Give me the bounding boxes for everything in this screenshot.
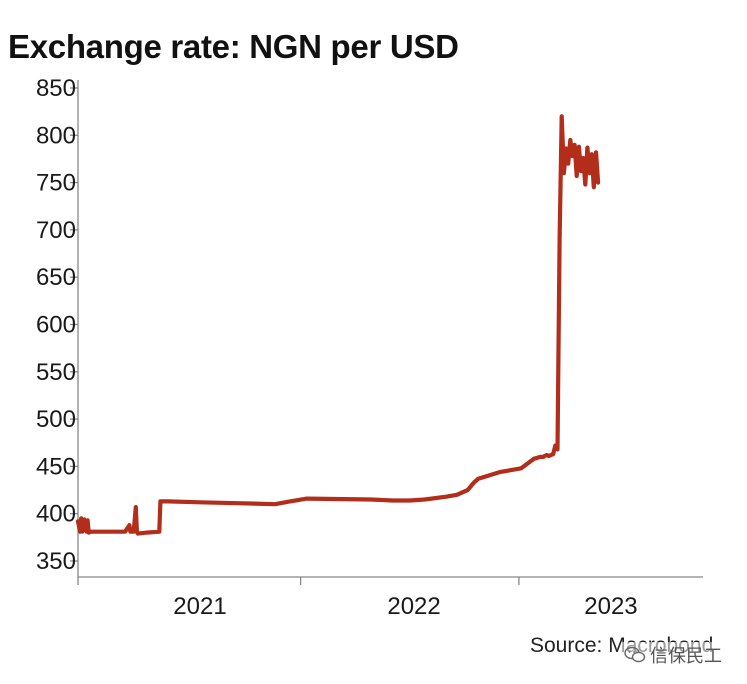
y-axis: 350 400 450 500 550 600 650 700 750 800 850 [36,75,79,577]
y-tick-label: 400 [36,501,76,528]
y-tick-label: 600 [36,312,76,339]
x-tick-label: 2023 [584,593,637,620]
y-tick-label: 650 [36,264,76,291]
y-tick-label: 800 [36,122,76,149]
x-axis: 2021 2022 2023 [77,576,703,620]
series-layer [75,114,601,536]
watermark-text: 信保民工 [650,646,722,666]
y-tick-label: 750 [36,170,76,197]
x-tick-label: 2022 [387,593,440,620]
y-tick-label: 450 [36,453,76,480]
y-tick-label: 700 [36,217,76,244]
y-tick-label: 500 [36,406,76,433]
watermark: 信保民工 [622,642,724,668]
series-line [75,114,601,536]
x-tick-label: 2021 [173,593,226,620]
chart-title: Exchange rate: NGN per USD [8,28,459,65]
y-tick-label: 350 [36,548,76,575]
y-tick-label: 850 [36,75,76,102]
wechat-icon [624,646,646,663]
y-tick-label: 550 [36,359,76,386]
